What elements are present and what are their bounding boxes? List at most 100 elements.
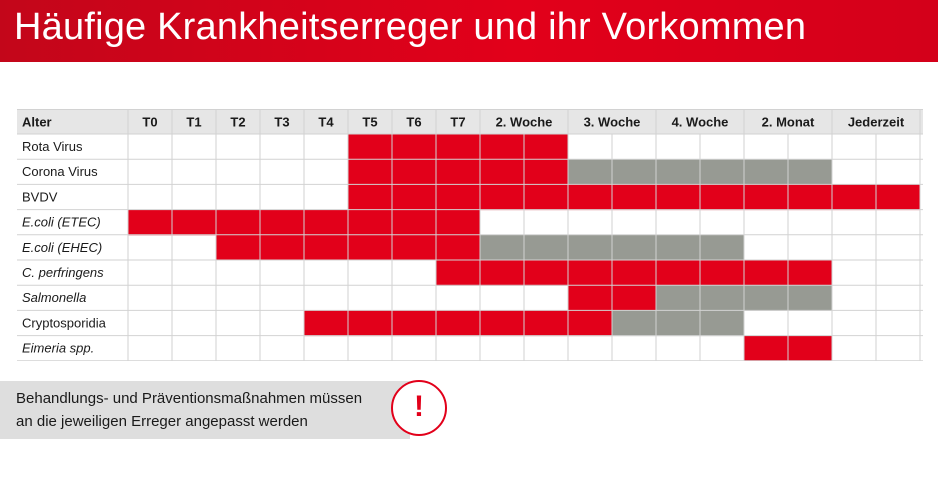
occurrence-cell	[348, 134, 393, 160]
occurrence-cell	[788, 159, 833, 185]
occurrence-cell	[612, 184, 657, 211]
occurrence-cell	[744, 260, 789, 286]
occurrence-cell	[788, 335, 833, 361]
occurrence-cell	[348, 310, 393, 337]
occurrence-cell	[612, 285, 657, 311]
occurrence-cell	[524, 310, 569, 337]
occurrence-cell	[568, 260, 613, 286]
occurrence-cell	[744, 184, 789, 211]
occurrence-cell	[700, 159, 745, 185]
occurrence-cell	[832, 184, 877, 211]
occurrence-cell	[568, 159, 613, 185]
row-label: Salmonella	[22, 290, 86, 305]
row-label: E.coli (ETEC)	[22, 215, 101, 230]
page-title: Häufige Krankheitserreger und ihr Vorkom…	[14, 6, 807, 48]
exclamation-circle-icon: !	[391, 380, 447, 436]
occurrence-cell	[568, 184, 613, 211]
occurrence-cell	[568, 234, 613, 261]
occurrence-cell	[304, 234, 349, 261]
occurrence-cell	[524, 260, 569, 286]
occurrence-cell	[480, 310, 525, 337]
occurrence-cell	[436, 234, 481, 261]
occurrence-cell	[260, 234, 305, 261]
occurrence-cell	[788, 260, 833, 286]
occurrence-cell	[480, 159, 525, 185]
row-label: Rota Virus	[22, 139, 83, 154]
occurrence-cell	[656, 285, 701, 311]
occurrence-cell	[348, 159, 393, 185]
occurrence-cell	[480, 184, 525, 211]
occurrence-cell	[128, 209, 173, 236]
occurrence-cell	[436, 134, 481, 160]
occurrence-cell	[656, 184, 701, 211]
occurrence-cell	[348, 234, 393, 261]
occurrence-cell	[612, 159, 657, 185]
column-header-alter: Alter	[22, 115, 52, 130]
occurrence-cell	[436, 159, 481, 185]
occurrence-cell	[788, 285, 833, 311]
column-header: T5	[362, 115, 377, 130]
occurrence-cell	[656, 159, 701, 185]
pathogen-occurrence-table: Alter T0 T1 T2 T3 T4 T5 T6 T7 2. Woche 3. Woche 4. …	[17, 109, 923, 361]
occurrence-cell	[612, 310, 657, 337]
occurrence-cell	[216, 234, 261, 261]
note-line-1: Behandlungs- und Präventionsmaßnahmen mü…	[16, 390, 363, 407]
occurrence-cell	[700, 310, 745, 337]
occurrence-cell	[656, 310, 701, 337]
occurrence-cell	[392, 134, 437, 160]
row-label: Cryptosporidia	[22, 315, 107, 330]
title-banner: Häufige Krankheitserreger und ihr Vorkom…	[0, 0, 938, 62]
column-header: T2	[230, 115, 245, 130]
column-header: T1	[186, 115, 201, 130]
occurrence-cell	[744, 335, 789, 361]
occurrence-cell	[436, 184, 481, 211]
occurrence-grid: Alter T0 T1 T2 T3 T4 T5 T6 T7 2. Woche 3. Woche 4. …	[17, 109, 923, 361]
column-header: T0	[142, 115, 157, 130]
occurrence-cell	[392, 209, 437, 236]
occurrence-cell	[392, 310, 437, 337]
occurrence-cell	[524, 159, 569, 185]
occurrence-cell	[480, 234, 525, 261]
occurrence-cell	[524, 134, 569, 160]
column-header: 3. Woche	[584, 115, 641, 130]
occurrence-cell	[788, 184, 833, 211]
note-box: Behandlungs- und Präventionsmaßnahmen mü…	[0, 381, 410, 439]
occurrence-cell	[700, 184, 745, 211]
column-header: T3	[274, 115, 289, 130]
row-label: BVDV	[22, 189, 58, 204]
occurrence-cell	[876, 184, 921, 211]
occurrence-cell	[436, 260, 481, 286]
occurrence-cell	[172, 209, 217, 236]
note-line-2: an die jeweiligen Erreger angepasst werd…	[16, 413, 308, 430]
occurrence-cell	[304, 310, 349, 337]
row-label: E.coli (EHEC)	[22, 240, 102, 255]
occurrence-cell	[656, 234, 701, 261]
occurrence-cell	[700, 234, 745, 261]
occurrence-cell	[260, 209, 305, 236]
occurrence-cell	[568, 285, 613, 311]
occurrence-cell	[436, 310, 481, 337]
occurrence-cell	[436, 209, 481, 236]
occurrence-cell	[656, 260, 701, 286]
occurrence-cell	[700, 285, 745, 311]
occurrence-cell	[744, 159, 789, 185]
occurrence-cell	[392, 159, 437, 185]
occurrence-cell	[480, 260, 525, 286]
occurrence-cell	[700, 260, 745, 286]
column-header: T7	[450, 115, 465, 130]
row-label: C. perfringens	[22, 265, 104, 280]
occurrence-cell	[524, 234, 569, 261]
occurrence-cell	[392, 184, 437, 211]
column-header: T6	[406, 115, 421, 130]
row-label: Eimeria spp.	[22, 341, 94, 356]
column-header: 4. Woche	[672, 115, 729, 130]
occurrence-cell	[216, 209, 261, 236]
occurrence-cell	[612, 234, 657, 261]
occurrence-cell	[524, 184, 569, 211]
column-header: 2. Woche	[496, 115, 553, 130]
column-header: T4	[318, 115, 334, 130]
occurrence-cell	[348, 209, 393, 236]
occurrence-cell	[480, 134, 525, 160]
occurrence-cell	[568, 310, 613, 337]
row-label: Corona Virus	[22, 164, 98, 179]
